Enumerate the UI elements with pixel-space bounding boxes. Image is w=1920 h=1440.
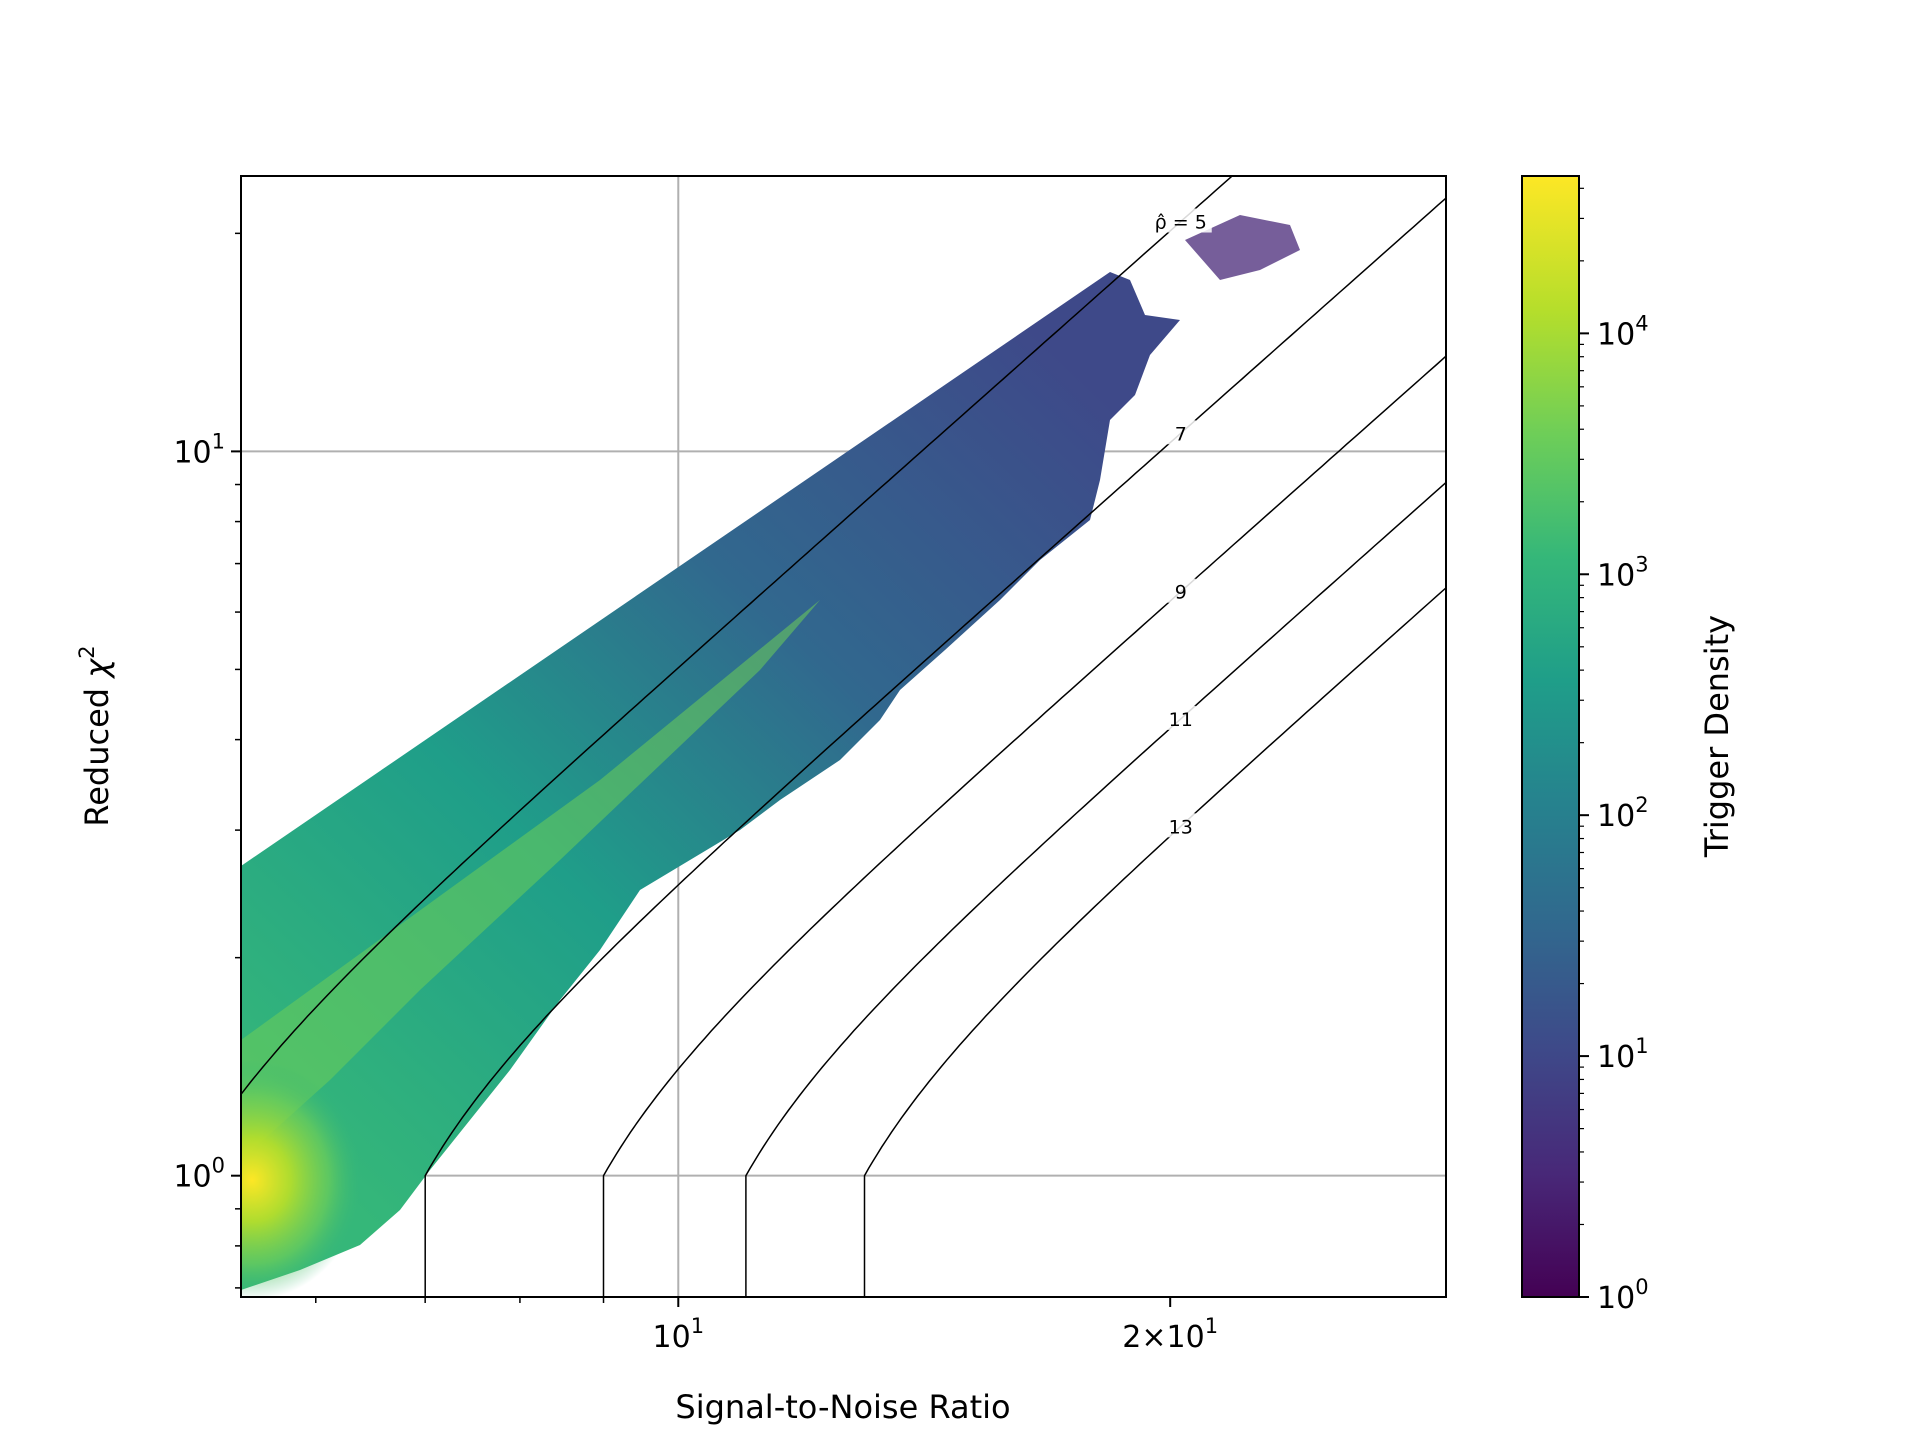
contour-line-5 — [241, 176, 1234, 1096]
contour-label-bg — [1165, 705, 1196, 730]
colorbar-tick-label: 102 — [1597, 793, 1649, 834]
x-tick-label: 2×101 — [1122, 1314, 1218, 1355]
contour-labels: ρ̂ = 5 7 9 11 13 — [1149, 208, 1212, 838]
contour-label-5: ρ̂ = 5 — [1155, 212, 1207, 234]
density-envelope — [241, 272, 1180, 1290]
contour-label-9: 9 — [1175, 582, 1187, 604]
plot-frame — [240, 175, 1447, 1298]
contour-label-bg — [1149, 208, 1212, 233]
contour-label-7: 7 — [1175, 423, 1187, 445]
colorbar-title: Trigger Density — [1698, 615, 1736, 858]
contour-line-11 — [745, 481, 1446, 1297]
x-tick-label: 101 — [653, 1314, 705, 1355]
contour-line-9 — [602, 355, 1446, 1297]
y-axis-title: Reduced χ2 — [75, 645, 116, 826]
colorbar-tick-label: 100 — [1597, 1275, 1649, 1316]
contour-label-bg — [1165, 420, 1196, 445]
colorbar-ticks: 100 101 102 103 104 — [1579, 187, 1649, 1316]
y-axis-ticks: 100 101 — [173, 232, 241, 1289]
y-tick-label: 100 — [173, 1154, 225, 1195]
high-density-band — [241, 600, 820, 1160]
colorbar: 100 101 102 103 104 Trigger Density — [1521, 175, 1736, 1316]
plot-area: 101 2×101 100 101 — [173, 175, 1447, 1355]
colorbar-gradient — [1521, 175, 1580, 1298]
colorbar-tick-label: 104 — [1597, 311, 1649, 352]
contour-line-13 — [863, 586, 1446, 1297]
contour-label-bg — [1165, 813, 1196, 838]
x-axis-title: Signal-to-Noise Ratio — [675, 1388, 1010, 1426]
contour-label-bg — [1165, 578, 1196, 603]
contours — [241, 176, 1446, 1297]
y-tick-label: 101 — [173, 429, 225, 470]
contour-label-11: 11 — [1169, 709, 1193, 731]
colorbar-tick-label: 101 — [1597, 1034, 1649, 1075]
density-region — [241, 215, 1300, 1297]
density-core — [241, 1060, 362, 1297]
x-axis-ticks: 101 2×101 — [315, 1297, 1218, 1355]
contour-label-13: 13 — [1169, 816, 1193, 838]
colorbar-tick-label: 103 — [1597, 552, 1649, 593]
contour-line-7 — [424, 197, 1446, 1297]
outlier-tail — [1185, 215, 1300, 280]
